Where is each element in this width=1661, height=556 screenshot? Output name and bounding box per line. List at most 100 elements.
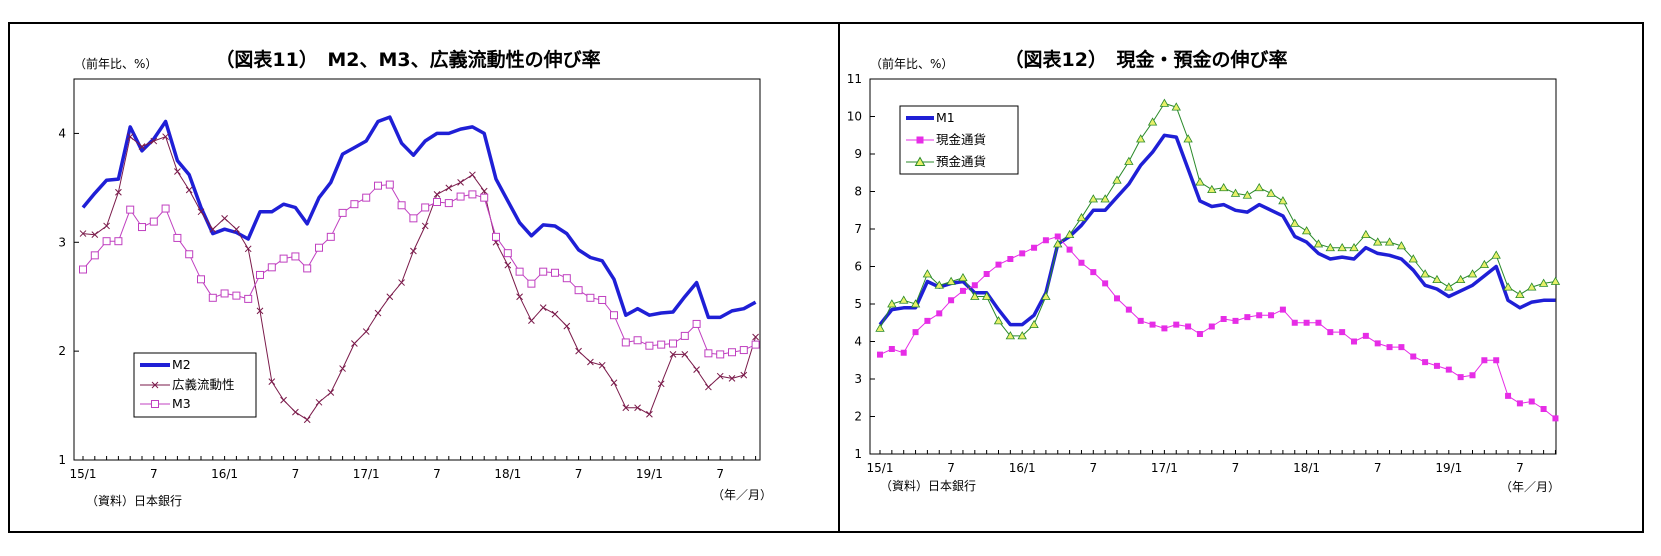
point-marker-broad [221,214,228,222]
legend-deposit-label: 預金通貨 [936,154,986,169]
point-marker-m3 [232,291,241,300]
point-marker-cash [1220,316,1227,322]
point-marker-cash [1505,392,1512,399]
point-marker-deposit [1005,331,1016,340]
chart-12-x-ticks: 15/1 7 16/1 7 17/1 7 18/1 7 19/1 7 [867,450,1556,475]
point-marker-broad [634,404,641,412]
point-marker-cash [1196,331,1203,337]
point-marker-deposit [1444,282,1454,291]
point-marker-cash [1173,321,1180,328]
point-marker-broad [563,322,571,330]
point-marker-m3 [480,193,489,202]
point-marker-m3 [315,243,323,252]
point-marker-broad [539,304,547,311]
point-marker-m3 [126,205,135,214]
point-marker-m3 [598,295,607,304]
point-marker-cash [1007,256,1014,262]
point-marker-cash [1398,344,1405,351]
chart-12-x-unit: （年／月） [1500,480,1560,494]
y-tick-label: 11 [847,72,862,86]
point-marker-broad [551,310,559,318]
point-marker-m3 [208,293,217,302]
point-marker-deposit [1017,331,1027,340]
series-line-m1 [878,133,1556,327]
point-marker-broad [162,133,169,141]
point-marker-deposit [1432,274,1442,284]
point-marker-cash [1256,312,1263,319]
chart-12-y-ticks: 1 2 3 4 5 6 7 8 9 10 11 [847,72,875,461]
point-marker-deposit [1124,156,1134,165]
series-line-m2 [81,115,757,320]
point-marker-broad [351,340,358,347]
y-tick-label: 3 [58,235,66,249]
point-marker-deposit [1503,282,1513,291]
point-marker-m3 [562,274,571,283]
point-marker-broad [115,188,122,196]
point-marker-broad [126,133,134,141]
point-marker-cash [995,261,1002,268]
point-marker-m3 [574,286,583,295]
y-tick-label: 9 [854,147,862,161]
point-marker-deposit [1207,184,1217,194]
point-marker-deposit [1053,239,1063,248]
point-marker-deposit [1337,242,1347,252]
point-marker-broad [575,347,582,355]
point-marker-deposit [1147,117,1158,126]
legend-deposit-marker [914,156,926,166]
point-marker-cash [1481,357,1488,364]
point-marker-broad [598,361,606,369]
x-tick-label: 18/1 [494,467,521,481]
point-marker-broad [268,378,276,385]
point-marker-broad [504,261,512,269]
chart-12-unit-label: （前年比、%） [870,56,953,71]
point-marker-broad [292,408,299,416]
point-marker-m3 [610,311,618,320]
y-tick-label: 8 [854,185,862,199]
chart-11-series [79,115,760,424]
point-marker-cash [936,310,943,317]
chart-11-title: （図表11） M2、M3、広義流動性の伸び率 [215,48,600,71]
point-marker-deposit [1290,218,1300,227]
point-marker-cash [1339,329,1346,336]
point-marker-deposit [1408,254,1418,263]
point-marker-m3 [291,252,300,261]
point-marker-cash [1090,269,1097,276]
point-marker-deposit [1538,278,1549,287]
y-tick-label: 3 [854,372,862,386]
point-marker-deposit [910,299,921,308]
point-marker-deposit [1278,196,1288,205]
point-marker-deposit [887,299,897,308]
point-marker-deposit [958,272,968,282]
point-marker-m3 [397,201,406,210]
point-marker-deposit [1100,194,1110,203]
point-marker-cash [1208,323,1215,330]
point-marker-deposit [1183,134,1193,143]
point-marker-cash [900,349,907,356]
point-marker-broad [433,191,441,198]
point-marker-cash [1054,233,1061,240]
point-marker-m3 [739,346,748,355]
point-marker-cash [1031,244,1038,251]
point-marker-cash [1042,237,1049,244]
point-marker-m3 [669,339,677,348]
point-marker-m3 [444,199,453,208]
point-marker-broad [469,171,476,179]
point-marker-deposit [922,269,933,278]
x-tick-label: 18/1 [1293,461,1320,475]
point-marker-broad [374,309,382,317]
x-tick-label: 19/1 [636,467,663,481]
point-marker-cash [1066,246,1073,253]
point-marker-deposit [1384,237,1395,246]
y-tick-label: 10 [847,110,862,124]
point-marker-m3 [149,217,158,226]
chart-12-source: （資料）日本銀行 [880,479,976,493]
point-marker-deposit [1361,229,1371,239]
point-marker-m3 [515,267,524,276]
x-tick-label: 7 [947,461,955,475]
point-marker-m3 [751,340,760,349]
x-tick-label: 7 [433,467,441,481]
point-marker-cash [983,271,990,277]
point-marker-broad [362,328,370,335]
point-marker-m3 [503,249,512,258]
point-marker-broad [197,208,205,216]
